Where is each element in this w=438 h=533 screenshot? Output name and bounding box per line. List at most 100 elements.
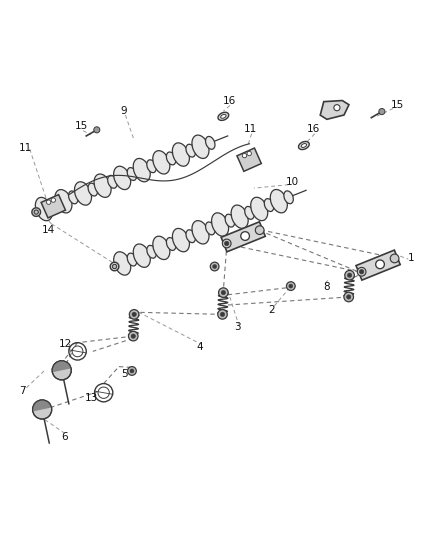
Circle shape — [129, 310, 139, 319]
Text: 3: 3 — [234, 322, 240, 333]
Ellipse shape — [88, 183, 98, 196]
Polygon shape — [320, 101, 349, 119]
Circle shape — [376, 260, 385, 269]
Circle shape — [357, 268, 366, 276]
Text: 8: 8 — [323, 282, 330, 293]
Ellipse shape — [221, 115, 226, 118]
Circle shape — [289, 284, 293, 288]
Ellipse shape — [147, 245, 156, 258]
Circle shape — [344, 292, 353, 302]
Text: 1: 1 — [408, 253, 415, 263]
Polygon shape — [41, 195, 66, 218]
Circle shape — [218, 310, 227, 319]
Circle shape — [132, 312, 136, 317]
Circle shape — [51, 198, 56, 202]
Wedge shape — [32, 400, 52, 411]
Ellipse shape — [153, 151, 170, 174]
Circle shape — [286, 282, 295, 290]
Ellipse shape — [298, 141, 309, 150]
Ellipse shape — [147, 160, 156, 173]
Circle shape — [255, 226, 264, 235]
Ellipse shape — [186, 144, 195, 157]
Ellipse shape — [173, 229, 190, 252]
Circle shape — [128, 332, 138, 341]
Text: 6: 6 — [61, 432, 68, 442]
Text: 9: 9 — [121, 106, 127, 116]
Ellipse shape — [114, 252, 131, 275]
Circle shape — [241, 232, 250, 240]
Polygon shape — [221, 222, 265, 252]
Ellipse shape — [231, 205, 248, 229]
Text: 16: 16 — [223, 96, 236, 106]
Text: 2: 2 — [268, 304, 275, 314]
Ellipse shape — [35, 197, 53, 221]
Ellipse shape — [32, 208, 41, 216]
Text: 11: 11 — [244, 124, 257, 134]
Ellipse shape — [166, 152, 176, 165]
Text: 12: 12 — [59, 339, 72, 349]
Polygon shape — [237, 148, 261, 171]
Circle shape — [360, 270, 364, 274]
Circle shape — [347, 273, 352, 277]
Polygon shape — [356, 250, 400, 280]
Ellipse shape — [192, 135, 209, 158]
Circle shape — [220, 312, 225, 317]
Ellipse shape — [74, 182, 92, 205]
Circle shape — [247, 151, 251, 156]
Text: 15: 15 — [391, 100, 404, 110]
Ellipse shape — [68, 191, 78, 204]
Circle shape — [219, 288, 228, 297]
Circle shape — [130, 369, 134, 373]
Circle shape — [210, 262, 219, 271]
Ellipse shape — [264, 199, 274, 212]
Circle shape — [46, 200, 51, 204]
Ellipse shape — [55, 190, 72, 213]
Ellipse shape — [218, 112, 229, 120]
Text: 4: 4 — [196, 342, 203, 352]
Ellipse shape — [94, 174, 111, 197]
Ellipse shape — [270, 190, 287, 213]
Ellipse shape — [113, 166, 131, 190]
Ellipse shape — [205, 136, 215, 149]
Text: 7: 7 — [19, 386, 25, 397]
Circle shape — [52, 361, 71, 380]
Ellipse shape — [212, 213, 229, 236]
Ellipse shape — [245, 206, 254, 219]
Circle shape — [390, 254, 399, 263]
Circle shape — [94, 127, 100, 133]
Ellipse shape — [133, 244, 150, 268]
Ellipse shape — [153, 236, 170, 260]
Circle shape — [127, 367, 136, 375]
Ellipse shape — [301, 143, 307, 148]
Circle shape — [221, 290, 226, 295]
Circle shape — [32, 400, 52, 419]
Circle shape — [225, 241, 229, 246]
Ellipse shape — [127, 253, 137, 266]
Ellipse shape — [110, 262, 119, 271]
Circle shape — [223, 239, 231, 248]
Circle shape — [213, 264, 217, 269]
Ellipse shape — [186, 230, 195, 243]
Ellipse shape — [251, 197, 268, 221]
Ellipse shape — [49, 199, 58, 212]
Ellipse shape — [284, 191, 293, 204]
Ellipse shape — [205, 222, 215, 235]
Ellipse shape — [173, 143, 189, 166]
Circle shape — [334, 104, 340, 111]
Circle shape — [345, 270, 354, 280]
Ellipse shape — [166, 238, 176, 251]
Text: 14: 14 — [42, 224, 55, 235]
Wedge shape — [52, 361, 71, 373]
Text: 11: 11 — [19, 143, 32, 152]
Text: 10: 10 — [286, 176, 299, 187]
Text: 5: 5 — [121, 369, 127, 379]
Text: 15: 15 — [74, 122, 88, 131]
Ellipse shape — [127, 167, 137, 181]
Circle shape — [379, 109, 385, 115]
Circle shape — [242, 154, 247, 158]
Ellipse shape — [108, 175, 117, 188]
Ellipse shape — [192, 221, 209, 244]
Ellipse shape — [133, 158, 150, 182]
Circle shape — [346, 295, 351, 299]
Ellipse shape — [34, 210, 39, 214]
